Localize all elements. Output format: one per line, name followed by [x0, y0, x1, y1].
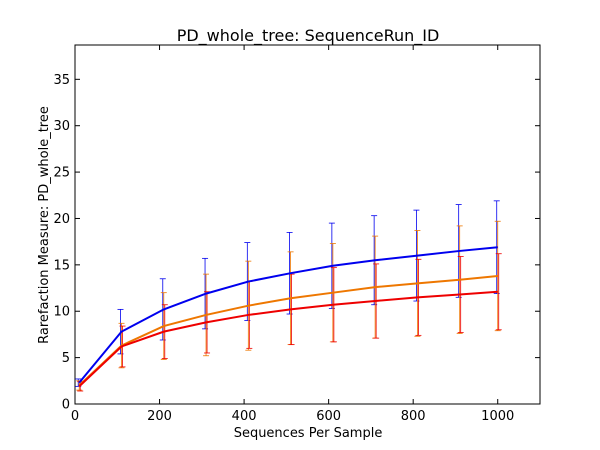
chart-title: PD_whole_tree: SequenceRun_ID	[177, 26, 440, 46]
axis-ticks: 0 200 400 600 800 1000 0 5 10 15 20 25 30 35	[53, 45, 540, 424]
y-tick-label: 35	[53, 73, 70, 88]
y-tick-label: 5	[62, 351, 70, 366]
plot-area	[74, 44, 541, 405]
x-tick-label: 1000	[481, 409, 514, 424]
x-axis-label: Sequences Per Sample	[234, 426, 383, 441]
series-line-1	[78, 246, 498, 384]
y-tick-label: 20	[53, 212, 70, 227]
y-tick-label: 0	[62, 398, 70, 413]
y-tick-label: 30	[53, 119, 70, 134]
y-tick-label: 10	[53, 305, 70, 320]
series-lines	[78, 246, 498, 388]
y-tick-label: 25	[53, 166, 70, 181]
x-tick-label: 200	[147, 409, 172, 424]
series-line-3	[78, 290, 498, 388]
x-tick-label: 800	[401, 409, 426, 424]
x-tick-label: 600	[316, 409, 341, 424]
x-tick-label: 0	[71, 409, 79, 424]
series-line-2	[78, 274, 498, 387]
x-tick-label: 400	[232, 409, 257, 424]
y-axis-label: Rarefaction Measure: PD_whole_tree	[37, 106, 52, 344]
y-tick-label: 15	[53, 258, 70, 273]
